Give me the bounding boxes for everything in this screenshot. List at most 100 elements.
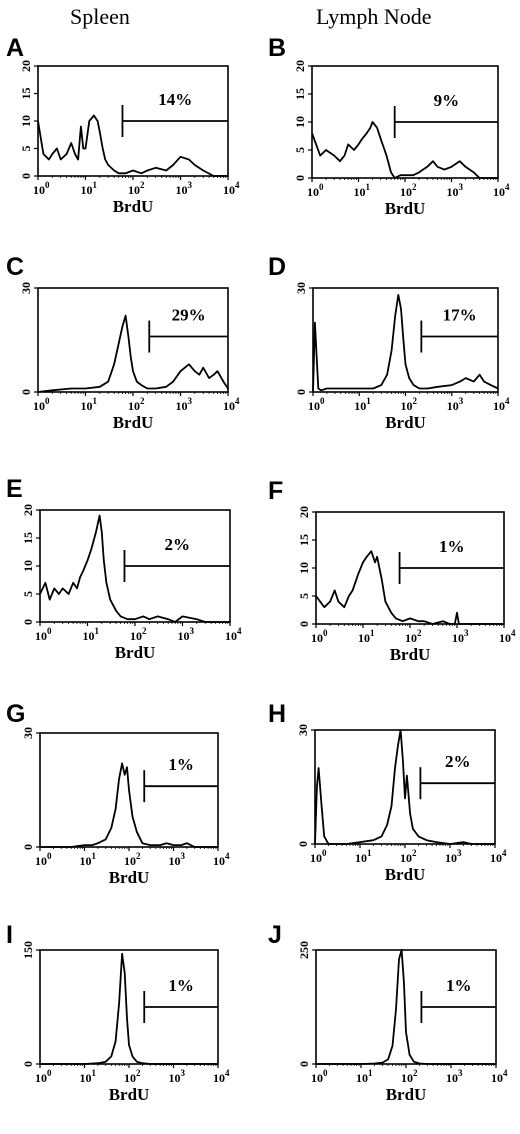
x-tick-label-b-1: 101 [354, 182, 371, 199]
panel-i: I 0 150 100 101 102 103 104 BrdU 1% [6, 921, 230, 1104]
y-tick-label-f-3: 15 [297, 534, 311, 546]
histogram-line-i-0 [40, 952, 218, 1065]
x-axis-label-j: BrdU [386, 1085, 427, 1104]
x-tick-label-h-4: 104 [490, 848, 507, 865]
y-tick-label-a-1: 5 [19, 146, 33, 152]
gate-label-j: 1% [446, 976, 472, 995]
x-tick-label-f-4: 104 [499, 628, 516, 645]
histogram-line-f-0 [315, 550, 504, 625]
x-tick-label-d-2: 102 [401, 396, 418, 413]
panel-e: E 0 5 10 15 20 100 101 102 103 104 BrdU 2% [6, 475, 242, 662]
panel-g: G 0 30 100 101 102 103 104 BrdU 1% [6, 700, 230, 887]
x-tick-label-i-4: 104 [213, 1068, 230, 1085]
x-tick-label-h-3: 103 [445, 848, 462, 865]
x-tick-label-e-3: 103 [178, 626, 195, 643]
x-tick-label-c-3: 103 [176, 396, 193, 413]
panel-letter-f: F [268, 477, 283, 505]
histogram-line-j-0 [316, 949, 496, 1065]
column-title-lymph-node: Lymph Node [316, 4, 432, 29]
x-tick-label-g-2: 102 [124, 851, 141, 868]
panel-letter-i: I [6, 921, 13, 949]
x-tick-label-f-3: 103 [452, 628, 469, 645]
x-tick-label-j-2: 102 [401, 1068, 418, 1085]
y-tick-label-g-0: 0 [21, 844, 35, 850]
gate-label-d: 17% [443, 306, 477, 325]
x-tick-label-d-1: 101 [354, 396, 371, 413]
y-tick-label-e-3: 15 [21, 532, 35, 544]
y-tick-label-b-4: 20 [293, 60, 307, 72]
gate-label-f: 1% [439, 537, 465, 556]
x-axis-label-f: BrdU [390, 645, 431, 664]
y-tick-label-h-1: 30 [296, 724, 310, 736]
x-tick-label-g-4: 104 [213, 851, 230, 868]
x-tick-label-c-1: 101 [81, 396, 98, 413]
x-tick-label-j-3: 103 [446, 1068, 463, 1085]
gate-label-e: 2% [164, 535, 190, 554]
panel-letter-j: J [268, 921, 282, 949]
x-tick-label-e-1: 101 [83, 626, 100, 643]
y-tick-label-c-1: 30 [19, 282, 33, 294]
panel-letter-e: E [6, 475, 23, 503]
x-tick-label-d-0: 100 [308, 396, 325, 413]
x-tick-label-a-0: 100 [33, 180, 50, 197]
x-tick-label-i-1: 101 [80, 1068, 97, 1085]
y-tick-label-g-1: 30 [21, 727, 35, 739]
x-tick-label-d-3: 103 [447, 396, 464, 413]
x-tick-label-e-0: 100 [35, 626, 52, 643]
x-axis-label-d: BrdU [385, 413, 426, 432]
panel-b: B 0 5 10 15 20 100 101 102 103 104 BrdU 9% [268, 34, 510, 218]
y-tick-label-b-1: 5 [293, 147, 307, 153]
y-tick-label-f-2: 10 [297, 562, 311, 574]
x-tick-label-j-0: 100 [311, 1068, 328, 1085]
x-tick-label-e-4: 104 [225, 626, 242, 643]
x-tick-label-b-4: 104 [493, 182, 510, 199]
histogram-line-d-0 [312, 294, 499, 393]
x-tick-label-a-4: 104 [223, 180, 240, 197]
panel-letter-a: A [6, 34, 24, 62]
x-tick-label-f-1: 101 [358, 628, 375, 645]
x-axis-label-b: BrdU [385, 199, 426, 218]
y-tick-label-b-0: 0 [293, 175, 307, 181]
plot-frame-c [37, 287, 229, 393]
panel-f: F 0 5 10 15 20 100 101 102 103 104 BrdU 1% [268, 477, 516, 664]
gate-label-a: 14% [158, 90, 192, 109]
histogram-line-h-0 [314, 729, 495, 845]
gate-label-h: 2% [445, 752, 471, 771]
x-axis-label-c: BrdU [113, 413, 154, 432]
x-tick-label-h-2: 102 [400, 848, 417, 865]
histogram-line-g-0 [40, 762, 218, 848]
y-tick-label-i-0: 0 [21, 1061, 35, 1067]
panel-letter-h: H [268, 700, 286, 728]
y-tick-label-b-3: 15 [293, 88, 307, 100]
y-tick-label-e-0: 0 [21, 619, 35, 625]
gate-label-g: 1% [168, 755, 194, 774]
y-tick-label-f-0: 0 [297, 621, 311, 627]
x-tick-label-j-4: 104 [491, 1068, 508, 1085]
x-tick-label-g-3: 103 [169, 851, 186, 868]
gate-label-c: 29% [172, 306, 206, 325]
x-tick-label-b-2: 102 [400, 182, 417, 199]
y-tick-label-a-2: 10 [19, 115, 33, 127]
y-tick-label-e-2: 10 [21, 560, 35, 572]
x-tick-label-i-2: 102 [124, 1068, 141, 1085]
x-tick-label-c-4: 104 [223, 396, 240, 413]
y-tick-label-a-0: 0 [19, 173, 33, 179]
gate-label-b: 9% [434, 91, 460, 110]
x-axis-label-g: BrdU [109, 868, 150, 887]
column-title-spleen: Spleen [70, 4, 130, 29]
histogram-line-e-0 [39, 514, 230, 623]
x-tick-label-d-4: 104 [493, 396, 510, 413]
y-tick-label-a-4: 20 [19, 60, 33, 72]
x-tick-label-i-3: 103 [169, 1068, 186, 1085]
y-tick-label-f-4: 20 [297, 506, 311, 518]
x-tick-label-f-0: 100 [311, 628, 328, 645]
panel-letter-b: B [268, 34, 286, 62]
x-tick-label-c-0: 100 [33, 396, 50, 413]
x-axis-label-e: BrdU [115, 643, 156, 662]
x-tick-label-b-3: 103 [447, 182, 464, 199]
x-tick-label-h-0: 100 [310, 848, 327, 865]
x-tick-label-j-1: 101 [356, 1068, 373, 1085]
plot-frame-d [312, 287, 499, 393]
